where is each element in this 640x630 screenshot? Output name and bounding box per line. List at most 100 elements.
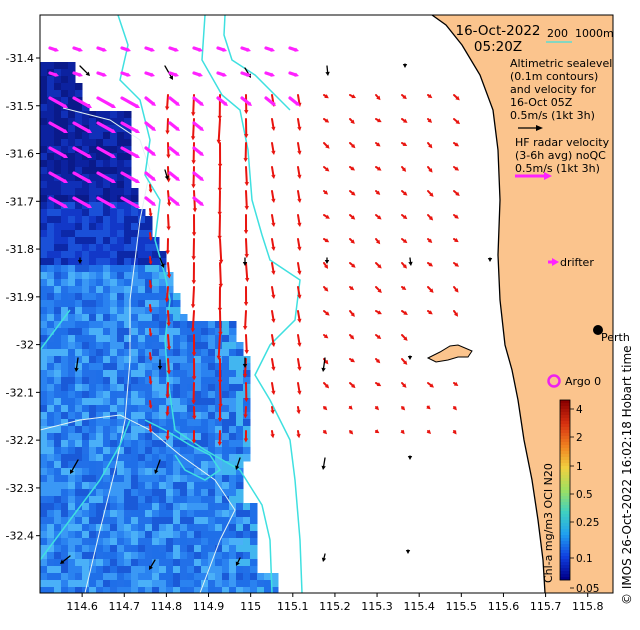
chlorophyll-cell: [40, 300, 48, 308]
drifter-arrow: [48, 196, 68, 208]
chlorophyll-cell: [187, 531, 195, 539]
chlorophyll-cell: [68, 223, 76, 231]
chlorophyll-cell: [166, 405, 174, 413]
chlorophyll-cell: [194, 433, 202, 441]
chlorophyll-cell: [222, 349, 230, 357]
chlorophyll-cell: [54, 398, 62, 406]
chlorophyll-cell: [131, 286, 139, 294]
chlorophyll-cell: [236, 503, 244, 511]
hf-radar-arrow: [323, 382, 330, 389]
chlorophyll-cell: [180, 363, 188, 371]
chlorophyll-cell: [159, 482, 167, 490]
chlorophyll-cell: [54, 517, 62, 525]
chlorophyll-cell: [159, 573, 167, 581]
chlorophyll-cell: [131, 566, 139, 574]
chlorophyll-cell: [61, 209, 69, 217]
chlorophyll-cell: [47, 328, 55, 336]
chlorophyll-cell: [229, 524, 237, 532]
chlorophyll-cell: [110, 391, 118, 399]
chlorophyll-cell: [47, 104, 55, 112]
chlorophyll-cell: [110, 279, 118, 287]
chlorophyll-cell: [201, 510, 209, 518]
hf-radar-arrow: [297, 238, 302, 251]
colorbar-segment: [560, 535, 570, 539]
hf-radar-arrow: [348, 405, 353, 410]
chlorophyll-cell: [124, 279, 132, 287]
chlorophyll-cell: [61, 559, 69, 567]
chlorophyll-cell: [68, 300, 76, 308]
chlorophyll-cell: [110, 468, 118, 476]
chlorophyll-cell: [103, 300, 111, 308]
chlorophyll-cell: [68, 146, 76, 154]
chlorophyll-cell: [75, 363, 83, 371]
hf-radar-arrow: [375, 358, 381, 364]
hf-radar-arrow: [191, 166, 196, 189]
chlorophyll-cell: [110, 335, 118, 343]
chlorophyll-cell: [152, 412, 160, 420]
chlorophyll-cell: [229, 370, 237, 378]
hf-radar-arrow: [349, 262, 356, 268]
chlorophyll-cell: [61, 461, 69, 469]
chlorophyll-cell: [47, 524, 55, 532]
hf-radar-arrow: [166, 358, 172, 375]
altimetry-arrow: [321, 553, 327, 562]
chlorophyll-cell: [138, 468, 146, 476]
chlorophyll-cell: [103, 188, 111, 196]
chlorophyll-cell: [124, 209, 132, 217]
chlorophyll-cell: [47, 97, 55, 105]
chlorophyll-cell: [187, 475, 195, 483]
hf-radar-arrow: [216, 334, 221, 360]
chlorophyll-cell: [152, 377, 160, 385]
chlorophyll-cell: [215, 503, 223, 511]
chlorophyll-cell: [208, 587, 216, 593]
chlorophyll-cell: [40, 139, 48, 147]
hf-radar-arrow: [243, 142, 248, 163]
hf-radar-arrow: [323, 238, 330, 243]
chlorophyll-cell: [159, 356, 167, 364]
chlorophyll-cell: [138, 384, 146, 392]
chlorophyll-cell: [152, 300, 160, 308]
chlorophyll-cell: [208, 496, 216, 504]
chlorophyll-cell: [229, 412, 237, 420]
chlorophyll-cell: [47, 342, 55, 350]
chlorophyll-cell: [180, 342, 188, 350]
x-tick-label: 114.9: [193, 600, 225, 613]
chlorophyll-cell: [222, 552, 230, 560]
hf-radar-arrow: [453, 142, 460, 147]
drifter-arrow: [48, 171, 68, 183]
hf-radar-arrow: [244, 262, 250, 283]
chlorophyll-cell: [47, 321, 55, 329]
drifter-arrow: [192, 171, 204, 181]
chlorophyll-cell: [89, 566, 97, 574]
chlorophyll-cell: [54, 286, 62, 294]
chlorophyll-cell: [124, 454, 132, 462]
chlorophyll-cell: [103, 328, 111, 336]
chlorophyll-cell: [54, 391, 62, 399]
chlorophyll-cell: [124, 363, 132, 371]
chlorophyll-cell: [54, 461, 62, 469]
chlorophyll-cell: [124, 440, 132, 448]
chlorophyll-cell: [54, 104, 62, 112]
chlorophyll-cell: [68, 391, 76, 399]
chlorophyll-cell: [47, 272, 55, 280]
chlorophyll-cell: [229, 398, 237, 406]
chlorophyll-cell: [236, 531, 244, 539]
chlorophyll-cell: [124, 482, 132, 490]
chlorophyll-cell: [138, 440, 146, 448]
chlorophyll-cell: [117, 370, 125, 378]
chlorophyll-cell: [152, 559, 160, 567]
chlorophyll-cell: [180, 321, 188, 329]
hf-radar-arrow: [191, 334, 197, 357]
chlorophyll-cell: [187, 349, 195, 357]
colorbar-title: Chl-a mg/m3 OCI N20: [542, 463, 555, 583]
chlorophyll-cell: [103, 216, 111, 224]
chlorophyll-cell: [82, 160, 90, 168]
chlorophyll-cell: [75, 286, 83, 294]
chlorophyll-cell: [75, 188, 83, 196]
chlorophyll-cell: [187, 370, 195, 378]
chlorophyll-cell: [96, 538, 104, 546]
chlorophyll-cell: [208, 363, 216, 371]
chlorophyll-cell: [75, 531, 83, 539]
colorbar-segment: [560, 442, 570, 446]
chlorophyll-cell: [96, 272, 104, 280]
